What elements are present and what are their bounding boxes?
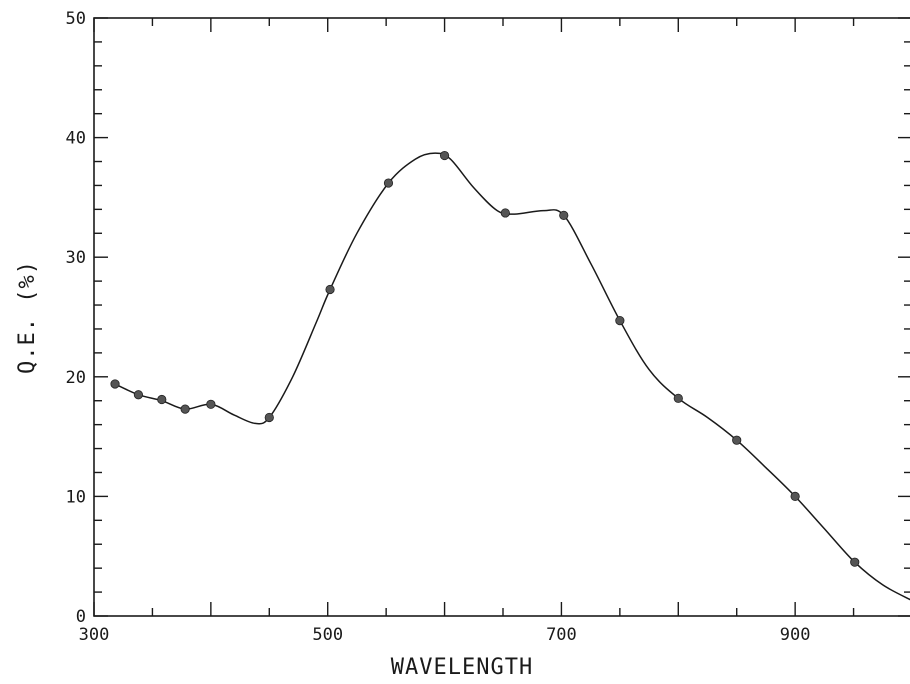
- data-markers: [110, 150, 860, 567]
- data-point: [325, 284, 335, 295]
- x-axis-title: WAVELENGTH: [391, 655, 533, 680]
- y-axis-title: Q.E. (%): [15, 260, 40, 374]
- data-point: [559, 210, 569, 220]
- data-point: [439, 150, 450, 161]
- y-tick-label: 50: [66, 9, 86, 29]
- y-tick-label: 10: [66, 487, 86, 507]
- plot-frame: [93, 17, 910, 617]
- x-tick-label: 300: [79, 625, 110, 645]
- y-tick-label: 0: [76, 607, 86, 627]
- data-point: [264, 412, 274, 423]
- qe-curve: [114, 152, 910, 601]
- x-tick-label: 500: [312, 625, 343, 645]
- data-point: [133, 390, 144, 400]
- data-point: [615, 315, 625, 326]
- data-point: [206, 399, 216, 409]
- data-point: [383, 178, 394, 188]
- x-tick-label: 900: [780, 625, 811, 645]
- data-point: [850, 557, 860, 567]
- data-point: [110, 379, 120, 389]
- y-tick-label: 20: [66, 368, 86, 388]
- y-tick-label: 30: [66, 248, 86, 268]
- data-point: [673, 393, 683, 403]
- axis-ticks: [93, 17, 910, 617]
- y-tick-label: 40: [66, 129, 86, 149]
- x-tick-label: 700: [546, 625, 577, 645]
- axis-tick-labels: 300 500 700 900 0 10 20 30 40 50: [66, 9, 811, 645]
- data-point: [157, 394, 167, 405]
- data-point: [732, 435, 742, 445]
- data-point: [790, 491, 800, 501]
- data-point: [500, 208, 510, 218]
- data-point: [180, 404, 190, 414]
